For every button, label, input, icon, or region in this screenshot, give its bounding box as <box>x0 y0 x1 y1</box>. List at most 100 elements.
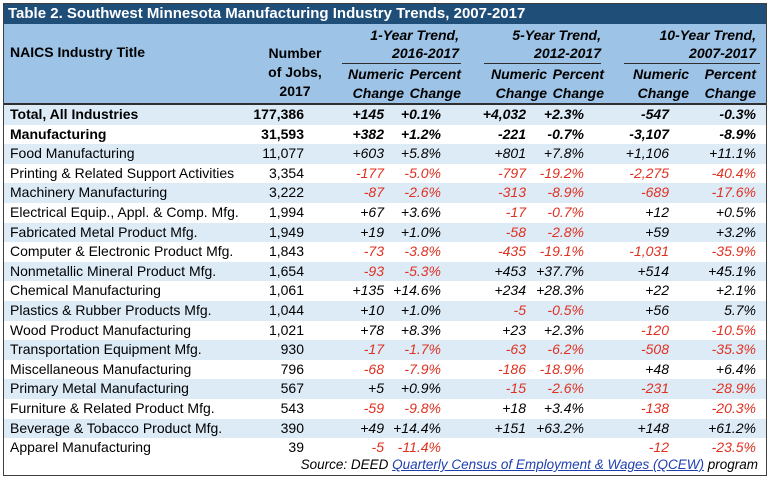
cell-y1n: +78 <box>360 321 384 338</box>
cell-y10p: -0.3% <box>719 106 756 122</box>
cell-y5n: +453 <box>494 262 526 279</box>
cell-y1p: +0.1% <box>400 106 441 122</box>
cell-jobs: 1,021 <box>268 321 304 338</box>
header-numeric-5yr-line2: Change <box>495 85 547 101</box>
cell-y5p: -19.2% <box>539 164 584 181</box>
cell-y5n: +4,032 <box>482 106 526 122</box>
cell-y10n: +48 <box>645 360 669 377</box>
qcew-link[interactable]: Quarterly Census of Employment & Wages (… <box>392 457 704 472</box>
cell-y1p: +0.9% <box>400 380 441 397</box>
cell-y10n: -120 <box>640 321 669 338</box>
source-suffix: program <box>703 457 758 472</box>
cell-y1n: -73 <box>363 243 384 260</box>
cell-y10p: -8.9% <box>719 125 756 142</box>
cell-y1p: -3.8% <box>404 243 441 260</box>
cell-y10p: -35.3% <box>711 341 756 358</box>
cell-y1p: -1.7% <box>404 341 441 358</box>
table-row: Printing & Related Support Activities 3,3… <box>4 164 766 184</box>
cell-y5n: +151 <box>494 419 526 436</box>
cell-y1n: -177 <box>355 164 384 181</box>
cell-y10n: -138 <box>640 400 669 416</box>
cell-y5p: -0.5% <box>547 302 584 318</box>
header-jobs-line1: Number <box>268 45 322 61</box>
cell-jobs: 567 <box>280 380 304 397</box>
cell-y5p: -8.9% <box>547 184 584 201</box>
cell-y10n: +1,106 <box>625 145 669 162</box>
cell-jobs: 39 <box>288 439 304 456</box>
cell-y1n: -87 <box>363 184 384 201</box>
cell-y10n: -3,107 <box>629 125 669 142</box>
cell-y1p: +14.6% <box>393 282 441 299</box>
cell-y10n: -689 <box>640 184 669 201</box>
cell-y1n: +135 <box>352 282 384 299</box>
header-percent-10yr-line1: Percent <box>704 66 756 82</box>
cell-y5p: -19.1% <box>539 243 584 260</box>
cell-name: Nonmetallic Mineral Product Mfg. <box>10 262 217 279</box>
header-industry: NAICS Industry Title <box>10 44 146 60</box>
cell-jobs: 11,077 <box>262 145 304 162</box>
cell-y5p: -0.7% <box>547 125 584 142</box>
cell-y5p: +28.3% <box>536 282 584 299</box>
table-row: Transportation Equipment Mfg. 930 -17 -1.7%… <box>4 340 766 360</box>
table-row: Furniture & Related Product Mfg. 543 -59 -9… <box>4 399 766 419</box>
cell-jobs: 796 <box>280 360 304 377</box>
table-header: NAICS Industry Title Number of Jobs, 201… <box>4 24 766 103</box>
cell-y10p: -23.5% <box>711 439 756 456</box>
cell-y10p: -20.3% <box>711 400 756 416</box>
table-row: Beverage & Tobacco Product Mfg. 390 +49 +14… <box>4 418 766 439</box>
cell-y10n: -508 <box>640 341 669 358</box>
cell-y5n: +801 <box>494 145 526 162</box>
header-percent-5yr-line1: Percent <box>552 66 604 82</box>
cell-y1n: +382 <box>352 125 384 142</box>
cell-y5n: -63 <box>505 341 526 358</box>
cell-name: Manufacturing <box>10 125 107 142</box>
table-row: Food Manufacturing 11,077 +603 +5.8% +801 +7.… <box>4 144 766 164</box>
table-title: Table 2. Southwest Minnesota Manufacturi… <box>4 4 766 24</box>
cell-y1n: -93 <box>363 262 384 279</box>
cell-y5n: -5 <box>513 302 526 318</box>
cell-y1n: -59 <box>363 400 384 416</box>
cell-y10p: +2.1% <box>715 282 756 299</box>
cell-y1p: -11.4% <box>397 439 441 456</box>
table-row: Manufacturing 31,593 +382 +1.2% -221 -0.7% -3,… <box>4 125 766 145</box>
cell-y1n: -68 <box>363 360 384 377</box>
cell-jobs: 31,593 <box>261 125 304 142</box>
cell-y1p: +1.0% <box>400 223 441 240</box>
cell-name: Primary Metal Manufacturing <box>10 380 189 397</box>
cell-name: Wood Product Manufacturing <box>10 321 192 338</box>
cell-y5p: +63.2% <box>536 419 584 436</box>
cell-y5n: -221 <box>497 125 526 142</box>
table-row: Machinery Manufacturing 3,222 -87 -2.6% -313… <box>4 183 766 203</box>
cell-y5n: -797 <box>497 164 526 181</box>
cell-y1p: -7.9% <box>404 360 441 377</box>
cell-y5p: +7.8% <box>543 145 584 162</box>
header-trend10-line1: 10-Year Trend, <box>659 27 757 43</box>
table-row: Primary Metal Manufacturing 567 +5 +0.9% -15… <box>4 379 766 399</box>
cell-y10p: +11.1% <box>709 145 756 162</box>
cell-name: Transportation Equipment Mfg. <box>10 341 202 358</box>
cell-y5n: -17 <box>505 204 526 220</box>
cell-y10n: +22 <box>645 282 669 299</box>
cell-y5n: -15 <box>505 380 526 397</box>
cell-y10p: -17.6% <box>711 184 756 201</box>
cell-y5p: -6.2% <box>547 341 584 358</box>
header-percent-1yr-line1: Percent <box>409 66 461 82</box>
cell-y10n: +514 <box>637 262 669 279</box>
cell-y5n: -58 <box>505 223 526 240</box>
cell-y10n: +148 <box>637 419 669 436</box>
cell-y10n: -12 <box>648 439 669 456</box>
cell-y1p: -9.8% <box>404 400 441 416</box>
cell-y10p: +61.2% <box>708 419 756 436</box>
cell-y10n: +12 <box>645 204 669 220</box>
cell-y1n: +10 <box>360 302 384 318</box>
cell-y1n: +5 <box>368 380 384 397</box>
cell-y5p: -18.9% <box>539 360 584 377</box>
cell-y10p: -40.4% <box>711 164 756 181</box>
cell-y5p: -2.8% <box>547 223 584 240</box>
cell-jobs: 543 <box>280 400 304 416</box>
cell-jobs: 930 <box>280 341 304 358</box>
table-row: Apparel Manufacturing 39 -5 -11.4% -12 -23.5% <box>4 438 766 458</box>
header-jobs-line2: of Jobs, <box>268 64 322 80</box>
header-numeric-10yr-line2: Change <box>637 85 689 101</box>
cell-y1n: +67 <box>360 204 384 220</box>
